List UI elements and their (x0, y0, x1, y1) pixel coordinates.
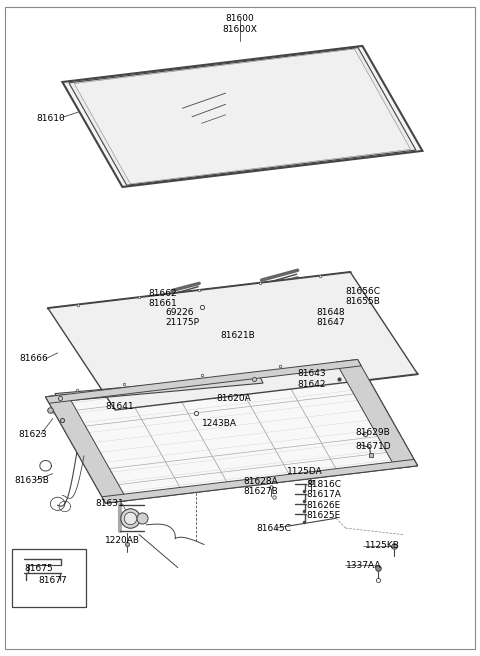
Text: 81666: 81666 (19, 354, 48, 363)
Text: 81623: 81623 (18, 430, 47, 439)
Text: 81816C: 81816C (306, 480, 341, 489)
Text: 81610: 81610 (36, 113, 65, 123)
Text: 69226
21175P: 69226 21175P (166, 308, 200, 327)
Polygon shape (69, 48, 416, 185)
Text: 81656C
81655B: 81656C 81655B (346, 287, 381, 306)
Bar (12, 549, 86, 607)
Text: 81626E: 81626E (306, 501, 340, 510)
Polygon shape (55, 375, 263, 401)
Text: 81643
81642: 81643 81642 (298, 369, 326, 389)
Text: 81629B: 81629B (355, 428, 390, 438)
Text: 81677: 81677 (38, 576, 67, 585)
Text: 81648
81647: 81648 81647 (317, 308, 346, 327)
Text: 81625E: 81625E (306, 511, 340, 520)
Polygon shape (62, 46, 422, 187)
Polygon shape (46, 394, 127, 503)
Text: 1220AB: 1220AB (105, 536, 140, 545)
Text: 81635B: 81635B (14, 476, 49, 485)
Text: 81628A
81627B: 81628A 81627B (244, 477, 278, 497)
Text: 81600
81600X: 81600 81600X (223, 14, 257, 34)
Text: 81641: 81641 (106, 402, 134, 411)
Text: 81662
81661: 81662 81661 (149, 289, 178, 308)
Polygon shape (46, 359, 361, 403)
Text: 81621B: 81621B (221, 331, 255, 340)
Text: 1125DA: 1125DA (287, 466, 323, 476)
Text: 81671D: 81671D (355, 441, 391, 451)
Text: 1337AA: 1337AA (346, 561, 381, 570)
Text: 81645C: 81645C (257, 523, 292, 533)
Text: 1243BA: 1243BA (202, 419, 237, 428)
Text: 81631: 81631 (95, 499, 124, 508)
Text: 1125KB: 1125KB (365, 541, 400, 550)
Polygon shape (74, 49, 410, 184)
Text: 81617A: 81617A (306, 490, 341, 499)
Polygon shape (46, 359, 418, 503)
Polygon shape (336, 359, 418, 468)
Polygon shape (48, 272, 418, 410)
Polygon shape (102, 459, 418, 503)
Text: 81675: 81675 (24, 564, 53, 573)
Text: 81620A: 81620A (216, 394, 251, 403)
